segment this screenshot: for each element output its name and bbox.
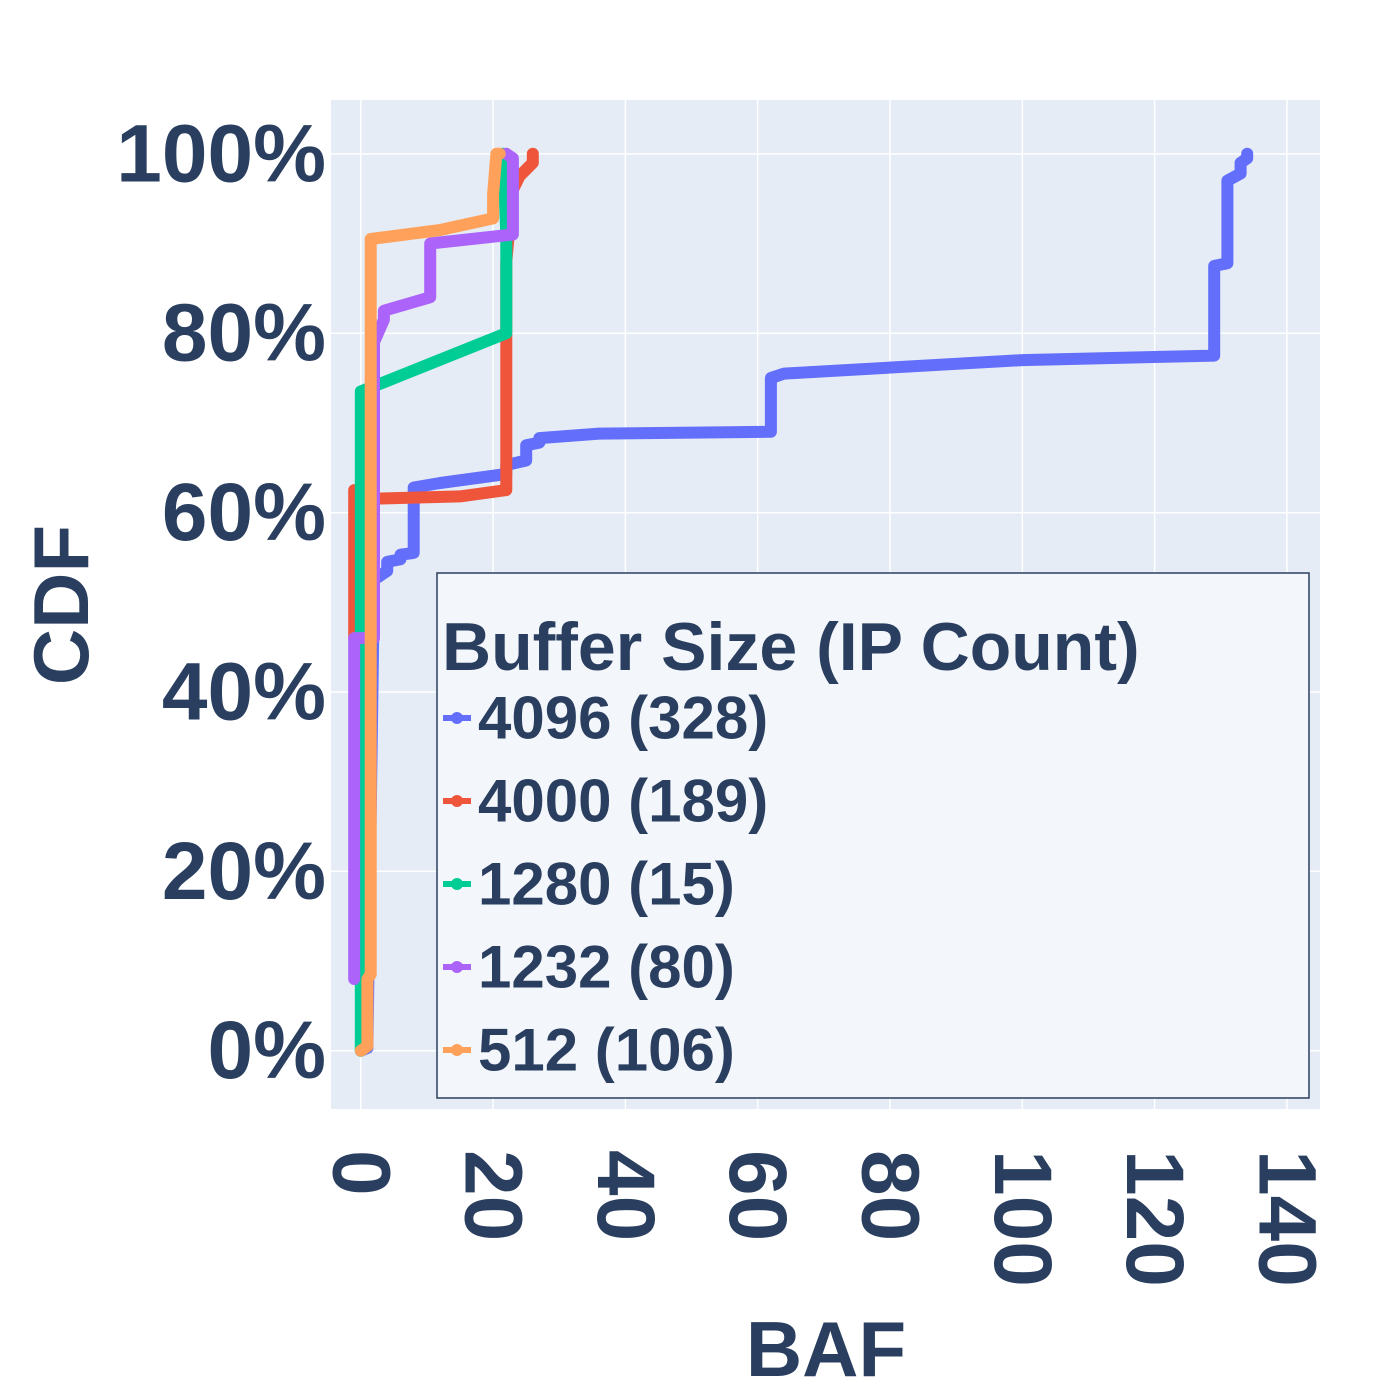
legend-marker [451,795,463,807]
legend-label: 1280 (15) [478,851,735,918]
y-tick-label: 60% [162,467,326,558]
legend-label: 4096 (328) [478,685,768,752]
y-axis-ticks: 0% 20% 40% 60% 80% 100% [116,108,326,1096]
y-tick-label: 40% [162,646,326,737]
legend-label: 4000 (189) [478,768,768,835]
series-line-0 [354,147,1254,1057]
x-tick-label: 140 [1241,1150,1332,1287]
x-tick-label: 20 [448,1150,539,1241]
legend-label: 512 (106) [478,1017,735,1084]
x-axis-ticks: 0 20 40 60 80 100 120 140 [315,1150,1332,1287]
legend-items: 4096 (328) 4000 (189) 1280 (15) 1232 (80) 51… [443,685,768,1084]
legend-title: Buffer Size (IP Count) [442,609,1140,685]
y-tick-label: 100% [116,108,326,199]
legend-marker [451,712,463,724]
x-tick-label: 80 [845,1150,936,1241]
series-line-2 [354,147,513,1057]
x-tick-label: 120 [1109,1150,1200,1287]
y-tick-label: 20% [162,826,326,917]
series-line-4 [354,147,506,1057]
y-axis-title: CDF [17,525,105,685]
legend-marker [451,878,463,890]
legend: Buffer Size (IP Count) 4096 (328) 4000 (1… [436,572,1310,1099]
x-tick-label: 60 [712,1150,803,1241]
legend-marker [451,1044,463,1056]
x-tick-label: 100 [977,1150,1068,1287]
legend-box [436,572,1310,1099]
y-tick-label: 0% [207,1005,326,1096]
legend-label: 1232 (80) [478,934,735,1001]
series-lines [348,147,1254,1057]
x-axis-title: BAF [746,1305,906,1393]
legend-marker [451,961,463,973]
x-tick-label: 40 [580,1150,671,1241]
y-tick-label: 80% [162,288,326,379]
x-tick-label: 0 [315,1150,406,1196]
